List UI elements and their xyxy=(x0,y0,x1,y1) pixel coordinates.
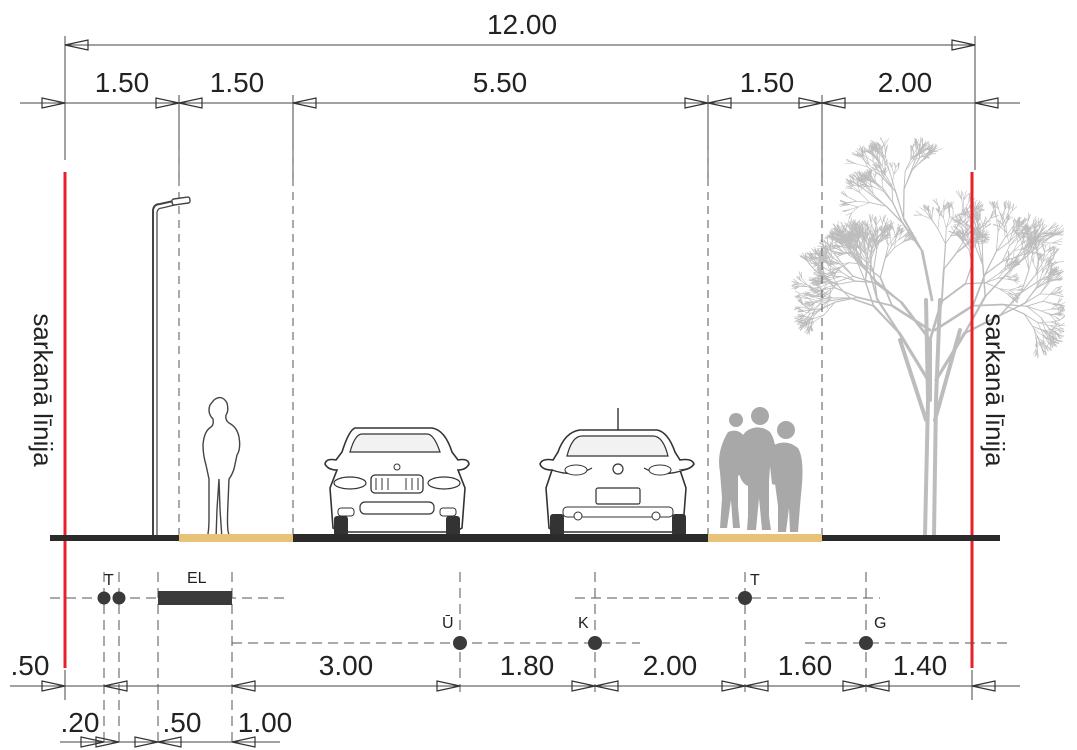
dim-b1-2: 1.80 xyxy=(500,650,555,681)
street-lamp-icon xyxy=(152,196,191,538)
tree-icon xyxy=(791,136,1066,537)
pedestrian-icon xyxy=(202,396,241,540)
bottom-dimension-chain-1: .50 3.00 1.80 2.00 1.60 1.40 xyxy=(10,650,1020,700)
utility-u xyxy=(453,636,467,650)
label-t-right: T xyxy=(750,572,760,589)
dim-b2-0: .20 xyxy=(61,707,100,738)
dim-b1-3: 2.00 xyxy=(643,650,698,681)
dim-sidewalk-left: 1.50 xyxy=(95,67,150,98)
car-front-icon xyxy=(324,427,470,536)
utility-g xyxy=(859,636,873,650)
dim-b1-5: 1.40 xyxy=(893,650,948,681)
dim-b1-1: 3.00 xyxy=(319,650,374,681)
top-dimension-chain: 1.50 1.50 5.50 1.50 2.00 xyxy=(20,67,1020,180)
dim-b2-1: .50 xyxy=(163,707,202,738)
dim-roadway: 5.50 xyxy=(473,67,528,98)
bottom-dimension-chain-2: .20 .50 1.00 xyxy=(60,707,293,748)
label-k: K xyxy=(578,615,589,632)
total-width-label: 12.00 xyxy=(487,9,557,40)
dim-green-right: 2.00 xyxy=(878,67,933,98)
total-dimension: 12.00 xyxy=(64,9,976,170)
utility-t-left-2 xyxy=(112,591,126,605)
utility-t-left-1 xyxy=(97,591,111,605)
dim-b1-0: .50 xyxy=(11,650,50,681)
red-line-label-left: sarkanā līnija xyxy=(28,313,58,467)
car-rear-icon xyxy=(539,408,695,536)
dim-b1-4: 1.60 xyxy=(778,650,833,681)
label-t-left: T xyxy=(104,572,114,589)
dim-b2-2: 1.00 xyxy=(238,707,293,738)
dim-bike-right: 1.50 xyxy=(740,67,795,98)
ground-profile xyxy=(50,534,1000,542)
label-u: Ū xyxy=(442,614,454,632)
label-g: G xyxy=(874,615,886,632)
red-line-label-right: sarkanā līnija xyxy=(980,313,1010,467)
utility-el-cable xyxy=(158,591,232,605)
utilities: T EL Ū K T G xyxy=(50,570,1010,745)
zone-dividers xyxy=(178,150,823,538)
utility-k xyxy=(588,636,602,650)
pedestrians-icon xyxy=(719,407,803,532)
dim-bike-left: 1.50 xyxy=(210,67,265,98)
label-el: EL xyxy=(187,570,207,587)
utility-t-right xyxy=(738,591,752,605)
